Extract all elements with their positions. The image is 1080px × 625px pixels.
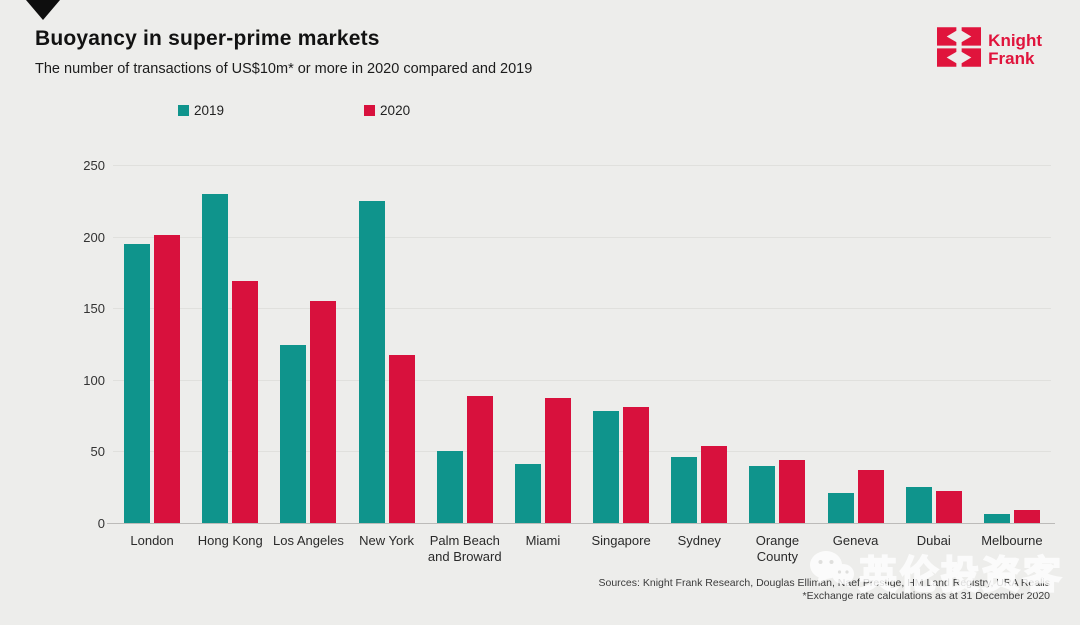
gridline: [113, 308, 1051, 310]
bar-2019: [124, 244, 151, 523]
bar-2020: [154, 235, 181, 523]
bar-group: [191, 194, 269, 523]
page-title: Buoyancy in super-prime markets: [35, 27, 380, 50]
y-axis-tick-label: 50: [90, 444, 105, 460]
legend-label-2019: 2019: [194, 103, 225, 118]
y-axis-tick-label: 100: [83, 372, 105, 388]
bar-group: [348, 201, 426, 523]
x-axis-category-label: Los Angeles: [272, 533, 344, 548]
bar-2019: [905, 487, 932, 523]
x-axis-category-label: London: [130, 533, 174, 548]
chart-subtitle: The number of transactions of US$10m* or…: [35, 61, 533, 77]
legend-swatch-2020: [364, 105, 376, 116]
gridline: [113, 165, 1051, 166]
bar-2019: [436, 451, 463, 523]
bar-2019: [671, 457, 698, 523]
x-axis-category-label: Hong Kong: [197, 533, 263, 548]
bar-2020: [232, 281, 259, 523]
bar-2020: [701, 446, 728, 523]
sources-line-2: *Exchange rate calculations as at 31 Dec…: [802, 589, 1050, 602]
x-axis-category-label: New York: [359, 533, 415, 548]
legend-label-2020: 2020: [380, 103, 411, 118]
bar-group: [269, 301, 347, 523]
bar-group: [973, 510, 1051, 523]
bar-2019: [983, 514, 1010, 523]
legend-item-2019: 2019: [178, 103, 224, 118]
knight-frank-logo-icon: [937, 27, 982, 72]
bar-group: [895, 487, 973, 523]
bar-group: [582, 407, 660, 523]
x-axis-category-label: Miami: [525, 533, 561, 548]
knight-frank-logo-text: Knight Frank: [988, 32, 1042, 67]
bar-2020: [623, 407, 650, 523]
x-axis-category-label: Orange County: [755, 533, 800, 564]
y-axis-tick-label: 0: [97, 516, 105, 531]
bar-group: [738, 460, 816, 523]
legend-swatch-2019: [178, 105, 189, 116]
y-axis-tick-label: 150: [83, 301, 105, 317]
x-axis-category-label: Dubai: [916, 533, 951, 548]
bar-2019: [358, 201, 385, 523]
x-axis-category-label: Geneva: [832, 533, 879, 548]
logo-line-2: Frank: [988, 48, 1035, 68]
down-arrow-icon: [26, 0, 60, 20]
x-axis-category-label: Palm Beach and Broward: [427, 533, 502, 564]
bar-group: [817, 470, 895, 523]
bar-group: [660, 446, 738, 523]
x-axis-category-label: Singapore: [591, 533, 651, 548]
bar-group: [426, 396, 504, 523]
gridline: [113, 236, 1051, 238]
bar-group: [504, 398, 582, 523]
x-axis-line: [107, 523, 1055, 524]
bar-2019: [749, 466, 776, 523]
bar-2019: [202, 194, 229, 523]
knight-frank-logo: Knight Frank: [937, 27, 1042, 72]
chart-legend: 2019 2020: [178, 103, 410, 118]
y-axis-tick-label: 200: [83, 229, 105, 245]
bar-chart: 0 50 100 150 200 250 London Hong Kong Los Angele…: [83, 150, 1055, 564]
y-axis-tick-label: 250: [83, 158, 105, 173]
bar-2020: [466, 396, 493, 523]
bar-2020: [779, 460, 806, 523]
logo-line-1: Knight: [988, 31, 1042, 51]
sources-line-1: Sources: Knight Frank Research, Douglas …: [598, 577, 1051, 589]
bar-2019: [827, 493, 854, 523]
sources-note: Sources: Knight Frank Research, Douglas …: [599, 577, 1051, 602]
bar-group: [113, 235, 191, 523]
gridline: [113, 451, 1051, 453]
gridline: [113, 379, 1051, 381]
bar-2020: [310, 301, 337, 523]
legend-item-2020: 2020: [364, 103, 410, 118]
bar-2020: [857, 470, 884, 523]
bar-2020: [935, 491, 962, 523]
bar-2019: [514, 464, 541, 523]
bar-2019: [593, 411, 620, 523]
x-axis-category-label: Melbourne: [981, 533, 1043, 548]
bar-2020: [388, 355, 415, 523]
bar-2020: [544, 398, 571, 523]
bar-2020: [1013, 510, 1040, 523]
bar-2019: [280, 345, 307, 523]
x-axis-category-label: Sydney: [677, 533, 721, 548]
